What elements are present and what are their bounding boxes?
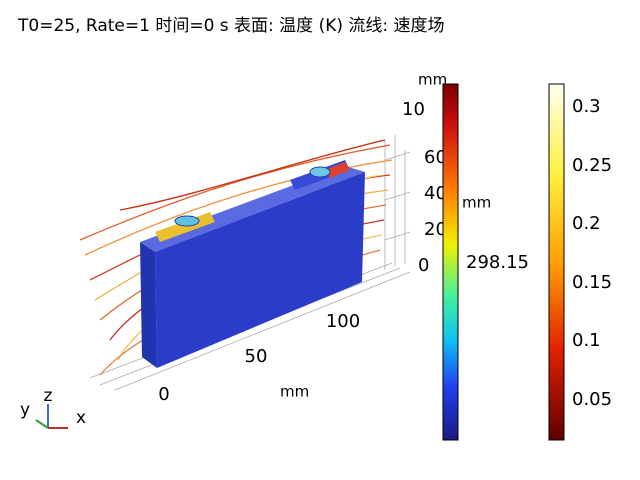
colorbar-tick-label: 0.2 (572, 213, 601, 234)
x-tick-label: 0 (158, 384, 169, 405)
colorbar-tick-label: 0.1 (572, 330, 601, 351)
colorbar-tick-label: 0.05 (572, 389, 612, 410)
z-tick-label: 40 (424, 183, 447, 204)
velocity-colorbar (548, 83, 565, 441)
triad-z: z (44, 386, 53, 406)
axis-labels: mm 10 60 40 20 0 mm 0 50 100 mm (158, 71, 491, 406)
axis-triad: z y x (20, 386, 86, 429)
triad-x: x (76, 408, 86, 428)
z-tick-label: 0 (418, 255, 429, 276)
z-unit: mm (418, 71, 447, 89)
x-tick-label: 50 (245, 346, 268, 367)
triad-y: y (20, 400, 30, 420)
colorbar-tick-label: 0.15 (572, 272, 612, 293)
x-tick-label: 100 (326, 311, 360, 332)
z-tick-label: 60 (424, 147, 447, 168)
y-unit: mm (462, 194, 491, 212)
z-tick-label: 10 (402, 99, 425, 120)
colorbar-tick-label: 0.25 (572, 155, 612, 176)
colorbar-tick-label: 0.3 (572, 96, 601, 117)
z-tick-label: 20 (424, 219, 447, 240)
colorbar-label: 298.15 (466, 252, 529, 273)
title: T0=25, Rate=1 时间=0 s 表面: 温度 (K) 流线: 速度场 (17, 16, 445, 36)
temperature-colorbar (442, 83, 459, 441)
x-unit: mm (280, 383, 309, 401)
battery (140, 160, 365, 368)
